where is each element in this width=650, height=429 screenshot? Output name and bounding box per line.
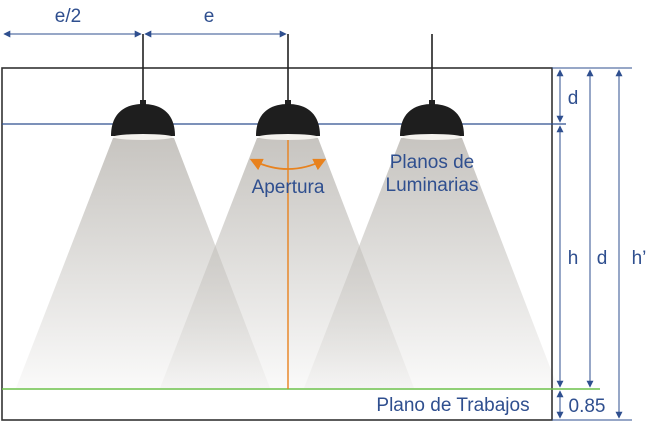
label-luminaire-plane-2: Luminarias [386,175,479,196]
pendant-lamp-icon [400,34,464,140]
label-h: h [568,248,579,269]
label-workplane-height: 0.85 [569,396,606,417]
aperture-arc [249,158,327,171]
label-work-plane: Plano de Trabajos [376,395,529,416]
label-top-d: d [568,88,579,109]
label-half-spacing: e/2 [55,6,81,27]
label-aperture: Apertura [252,177,325,198]
label-d: d [597,248,608,269]
beam-right [304,138,558,388]
light-beams [16,138,558,388]
label-total-height: h’ [632,248,647,269]
label-luminaire-plane-1: Planos de [390,152,475,173]
pendant-lamp-icon [256,34,320,140]
label-spacing: e [204,6,215,27]
room-frame [1,67,553,421]
pendant-lamp-icon [111,34,175,140]
